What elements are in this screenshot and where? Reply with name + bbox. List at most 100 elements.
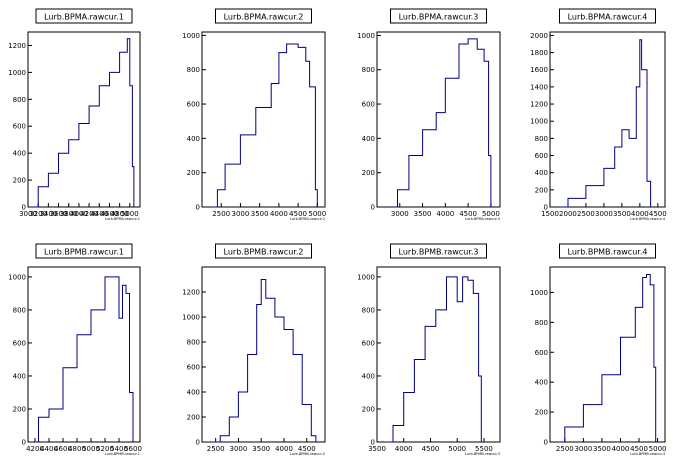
y-tick-label: 1600 [530, 66, 548, 74]
histogram-panel-5: Lurb.BPMB.rawcur.10200400600800100042004… [8, 243, 142, 456]
title-box [390, 243, 487, 259]
y-tick-label: 800 [187, 66, 200, 74]
plot-frame [27, 266, 141, 443]
x-tick-label: 4800 [111, 210, 129, 218]
x-tick-label: 4500 [422, 445, 440, 453]
x-tick-label: 4500 [459, 210, 477, 218]
x-tick-label: 4200 [26, 445, 44, 453]
y-tick-label: 200 [187, 169, 200, 177]
x-tick-label: 5000 [482, 210, 500, 218]
x-tick-label: 5000 [649, 445, 667, 453]
x-tick-label: 4000 [436, 210, 454, 218]
chart-title: Lurb.BPMA.rawcur.1 [44, 13, 124, 22]
x-tick-label: 4500 [298, 445, 316, 453]
x-axis-label: Lurb.BPMA.rawcur.2 [290, 217, 325, 221]
y-tick-label: 400 [535, 379, 548, 387]
x-tick-label: 3600 [50, 210, 68, 218]
plot-frame [549, 31, 666, 208]
y-tick-label: 0 [196, 204, 200, 212]
y-tick-label: 600 [13, 123, 26, 131]
x-axis-label: Lurb.BPMA.rawcur.3 [465, 217, 500, 221]
chart-title: Lurb.BPMB.rawcur.1 [44, 248, 124, 257]
x-tick-label: 3000 [19, 210, 37, 218]
y-tick-label: 200 [362, 169, 375, 177]
chart-title: Lurb.BPMB.rawcur.4 [568, 248, 648, 257]
y-tick-label: 200 [535, 186, 548, 194]
histogram-panel-6: Lurb.BPMB.rawcur.2 0 200 400 600 800 1000 1200 2… [182, 243, 326, 456]
y-tick-label: 400 [13, 372, 26, 380]
y-tick-label: 800 [13, 306, 26, 314]
x-tick-label: 3200 [29, 210, 47, 218]
plot-frame [376, 31, 501, 208]
x-axis-label: Lurb.BPMA.rawcur.4 [630, 217, 666, 221]
x-tick-label: 3500 [251, 210, 269, 218]
y-tick-label: 0 [371, 204, 375, 212]
histogram-line [211, 279, 317, 443]
x-tick-label: 5000 [448, 445, 466, 453]
y-tick-label: 1800 [530, 49, 548, 57]
chart-title: Lurb.BPMA.rawcur.4 [568, 13, 648, 22]
x-tick-label: 5000 [121, 210, 139, 218]
x-tick-label: 2000 [559, 210, 577, 218]
x-tick-label: 4500 [289, 210, 307, 218]
x-tick-label: 3000 [232, 210, 250, 218]
x-tick-label: 5600 [124, 445, 142, 453]
x-tick-label: 4000 [270, 210, 288, 218]
y-tick-label: 1200 [8, 42, 26, 50]
histogram-line [559, 39, 652, 208]
y-tick-label: 1200 [530, 101, 548, 109]
x-tick-label: 4000 [275, 445, 293, 453]
histogram-panel-4: Lurb.BPMA.rawcur.4 0 200 400 600 800 1000 1200 1… [530, 8, 667, 221]
y-tick-label: 400 [13, 150, 26, 158]
x-tick-label: 3500 [593, 445, 611, 453]
y-tick-label: 800 [362, 306, 375, 314]
y-tick-label: 0 [544, 204, 548, 212]
y-tick-label: 1000 [8, 69, 26, 77]
y-tick-label: 200 [362, 405, 375, 413]
histogram-line [385, 276, 482, 443]
x-tick-label: 4800 [68, 445, 86, 453]
y-tick-label: 0 [196, 439, 200, 447]
x-tick-label: 3500 [368, 445, 386, 453]
y-tick-label: 400 [535, 169, 548, 177]
y-tick-label: 200 [535, 409, 548, 417]
chart-title: Lurb.BPMB.rawcur.3 [399, 248, 479, 257]
plot-frame [376, 266, 501, 443]
y-tick-label: 800 [535, 319, 548, 327]
y-tick-label: 400 [362, 135, 375, 143]
y-tick-label: 200 [13, 177, 26, 185]
y-tick-label: 1000 [182, 314, 200, 322]
histogram-panel-3: Lurb.BPMA.rawcur.3 0 200 400 600 800 1000 3000 3… [357, 8, 501, 221]
x-tick-label: 4400 [90, 210, 108, 218]
histogram-line [30, 38, 135, 208]
x-tick-label: 3400 [39, 210, 57, 218]
x-tick-label: 4000 [631, 210, 649, 218]
x-tick-label: 3800 [60, 210, 78, 218]
y-tick-label: 200 [187, 414, 200, 422]
y-tick-label: 1200 [182, 289, 200, 297]
y-tick-label: 800 [187, 339, 200, 347]
plot-frame [549, 266, 666, 443]
x-axis-label: Lurb.BPMB.rawcur.3 [465, 452, 500, 456]
x-tick-label: 4500 [630, 445, 648, 453]
y-tick-label: 1000 [530, 289, 548, 297]
title-box [215, 243, 312, 259]
x-tick-label: 4600 [101, 210, 119, 218]
title-box [390, 8, 487, 24]
x-tick-label: 3500 [252, 445, 270, 453]
y-tick-label: 600 [187, 101, 200, 109]
x-tick-label: 1500 [541, 210, 559, 218]
histogram-line [390, 38, 492, 208]
histogram-panel-1: Lurb.BPMA.rawcur.1 0 200 400 600 800 1000 1200 3… [8, 8, 141, 221]
chart-title: Lurb.BPMA.rawcur.3 [399, 13, 479, 22]
y-tick-label: 800 [13, 96, 26, 104]
y-tick-label: 1000 [357, 32, 375, 40]
x-tick-label: 2500 [577, 210, 595, 218]
x-tick-label: 5000 [82, 445, 100, 453]
histogram-line [35, 276, 134, 443]
chart-title: Lurb.BPMA.rawcur.2 [224, 13, 304, 22]
x-tick-label: 4000 [70, 210, 88, 218]
x-axis-label: Lurb.BPMB.rawcur.2 [290, 452, 325, 456]
x-tick-label: 2500 [556, 445, 574, 453]
